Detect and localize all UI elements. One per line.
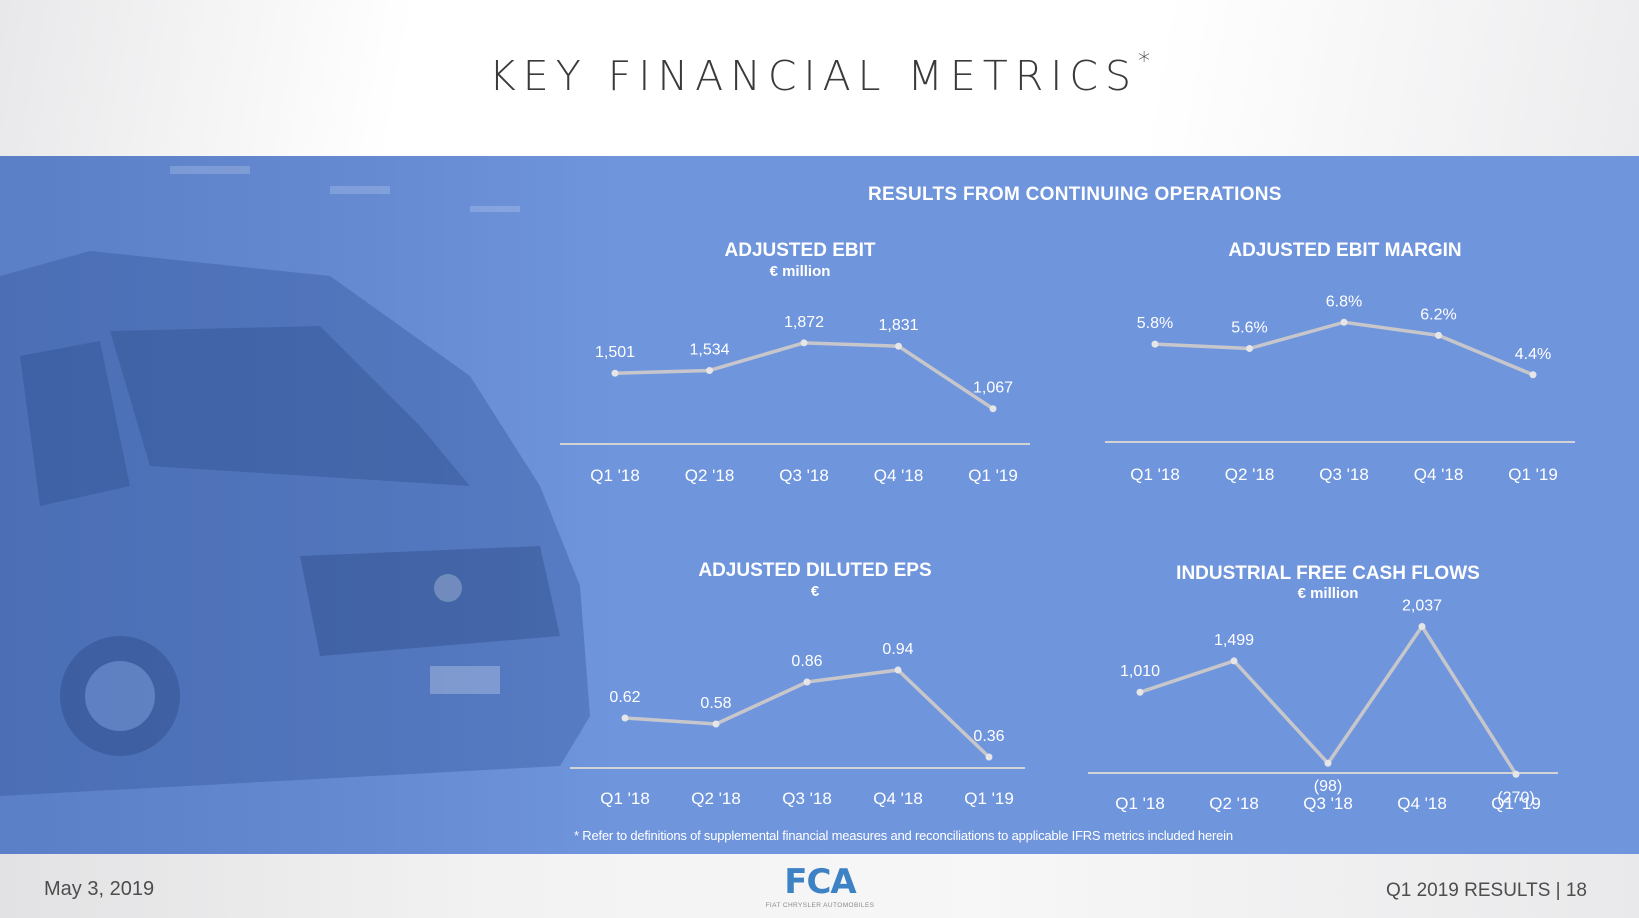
data-point [1324, 759, 1332, 767]
header-band [0, 0, 1639, 156]
data-point [706, 366, 713, 374]
van-photo-overlay [0, 156, 620, 854]
data-point [985, 753, 993, 761]
page-info: Q1 2019 RESULTS | 18 [1385, 880, 1587, 901]
chart-adjusted-ebit-svg: ADJUSTED EBIT € million 1,501 Q1 '18 1,534 Q2… [560, 240, 1030, 485]
data-label: (98) [1314, 778, 1342, 795]
x-tick-label: Q4 '18 [1414, 465, 1464, 484]
series-line [614, 341, 994, 411]
fca-logo-mark: FCA [784, 862, 857, 902]
data-point [1418, 622, 1426, 630]
footer-band [0, 854, 1639, 918]
data-label: 5.6% [1231, 320, 1267, 337]
chart-industrial-free-cash-flows: INDUSTRIAL FREE CASH FLOWS € million 1,010… [1088, 561, 1588, 817]
x-tick-label: Q1 '18 [1130, 465, 1180, 484]
data-point [712, 720, 720, 728]
x-tick-label: Q4 '18 [1397, 794, 1447, 813]
x-tick-label: Q1 '19 [968, 466, 1018, 485]
data-label: 1,067 [973, 380, 1013, 397]
data-point [611, 369, 619, 377]
chart-unit: € million [1298, 585, 1359, 602]
data-label: 1,010 [1120, 663, 1160, 680]
section-heading: RESULTS FROM CONTINUING OPERATIONS [868, 184, 1282, 205]
x-tick-label: Q1 '18 [590, 466, 640, 485]
data-label: 2,037 [1402, 597, 1442, 614]
x-tick-label: Q3 '18 [1319, 465, 1369, 484]
series-line [1154, 320, 1534, 377]
chart-industrial-free-cash-flows-svg: INDUSTRIAL FREE CASH FLOWS€ million 1,010… [1088, 563, 1558, 813]
data-point [1151, 340, 1159, 348]
series-line [1139, 624, 1518, 776]
chart-unit: € million [770, 263, 831, 280]
page-title-text: KEY FINANCIAL METRICS [488, 52, 1139, 100]
x-tick-label: Q2 '18 [1225, 465, 1275, 484]
data-point [894, 666, 902, 674]
chart-adjusted-diluted-eps-svg: ADJUSTED DILUTED EPS €0.62 Q1 '18 0.58 Q2 '1… [570, 560, 1025, 808]
data-label: 0.94 [882, 641, 913, 658]
data-label: 0.36 [973, 728, 1004, 745]
data-label: 1,872 [784, 314, 824, 331]
data-label: 0.62 [609, 689, 640, 706]
data-label: 1,499 [1214, 632, 1254, 649]
x-tick-label: Q2 '18 [691, 789, 741, 808]
data-point [1136, 688, 1144, 696]
x-tick-label: Q1 '19 [1508, 465, 1558, 484]
x-tick-label: Q3 '18 [782, 789, 832, 808]
data-point [1340, 318, 1348, 326]
x-tick-label: Q4 '18 [874, 466, 924, 485]
van-illustration [0, 166, 590, 796]
data-point [895, 342, 902, 350]
chart-title: ADJUSTED EBIT MARGIN [1228, 240, 1461, 261]
chart-title: INDUSTRIAL FREE CASH FLOWS [1176, 563, 1480, 584]
fca-logo-subtext: FIAT CHRYSLER AUTOMOBILES [765, 902, 875, 909]
chart-title: ADJUSTED EBIT [725, 240, 876, 261]
data-label: 1,831 [878, 317, 918, 334]
data-label: 0.58 [700, 695, 731, 712]
data-label: 5.8% [1137, 315, 1173, 332]
data-point [1246, 345, 1253, 352]
x-tick-label: Q1 '18 [600, 789, 650, 808]
data-point [1512, 770, 1520, 778]
x-tick-label: Q3 '18 [779, 466, 829, 485]
data-label: 6.2% [1420, 306, 1456, 323]
data-point [989, 405, 997, 413]
chart-title: ADJUSTED DILUTED EPS [698, 560, 931, 581]
x-tick-label: Q3 '18 [1303, 794, 1353, 813]
data-point [803, 678, 811, 686]
data-point [1435, 331, 1442, 339]
footnote: * Refer to definitions of supplemental f… [574, 828, 1233, 843]
metrics-panel: RESULTS FROM CONTINUING OPERATIONS [0, 156, 1639, 854]
data-label: 1,534 [689, 341, 729, 358]
fca-logo: FCA FIAT CHRYSLER AUTOMOBILES [755, 864, 885, 916]
chart-adjusted-ebit-margin: ADJUSTED EBIT MARGIN 5.8% Q1 '18 5.6% Q2 '18… [1105, 236, 1605, 506]
title-asterisk: * [1138, 47, 1151, 76]
data-point [800, 339, 808, 347]
data-label: (270) [1497, 789, 1534, 806]
data-point [1529, 371, 1537, 379]
chart-adjusted-ebit: ADJUSTED EBIT € million 1,501 Q1 '18 1,534 Q2… [560, 236, 1060, 506]
data-label: 4.4% [1515, 346, 1551, 363]
x-tick-label: Q2 '18 [685, 466, 735, 485]
data-label: 0.86 [791, 653, 822, 670]
x-tick-label: Q1 '19 [1491, 794, 1541, 813]
data-point [1230, 657, 1238, 665]
chart-adjusted-ebit-margin-svg: ADJUSTED EBIT MARGIN 5.8% Q1 '18 5.6% Q2 '18… [1105, 240, 1575, 484]
x-tick-label: Q1 '18 [1115, 794, 1165, 813]
data-point [621, 714, 629, 722]
footer-date: May 3, 2019 [44, 878, 155, 900]
x-tick-label: Q2 '18 [1209, 794, 1259, 813]
chart-adjusted-diluted-eps: ADJUSTED DILUTED EPS €0.62 Q1 '18 0.58 Q2 '1… [570, 556, 1060, 816]
data-label: 1,501 [595, 344, 635, 361]
x-tick-label: Q4 '18 [873, 789, 923, 808]
chart-unit: € [811, 583, 820, 600]
page-title: KEY FINANCIAL METRICS* [0, 47, 1639, 100]
x-tick-label: Q1 '19 [964, 789, 1014, 808]
data-label: 6.8% [1326, 293, 1362, 310]
